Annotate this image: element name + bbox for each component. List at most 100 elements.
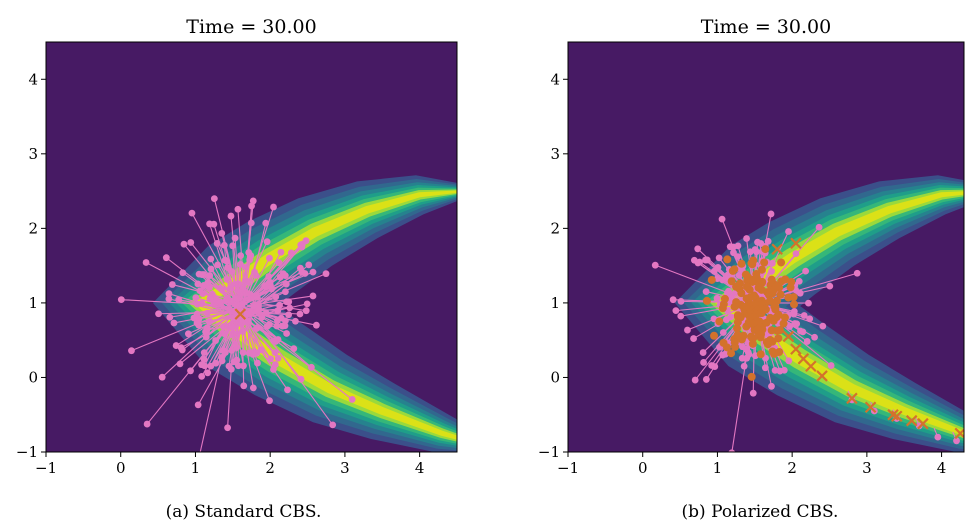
particle: [708, 362, 716, 369]
particle: [238, 327, 246, 335]
consensus-marker: [782, 330, 795, 343]
particle: [853, 269, 861, 277]
particle: [274, 336, 282, 343]
particle: [206, 272, 214, 279]
consensus-marker: [917, 417, 929, 430]
particle: [819, 322, 827, 330]
particle-arrow: [179, 318, 236, 365]
y-tick-label: 2: [550, 219, 560, 237]
particle: [805, 299, 812, 307]
particles: [117, 195, 356, 452]
consensus-cluster-point: [777, 258, 786, 267]
particle: [228, 346, 236, 354]
figure-caption: (b) Polarized CBS.: [682, 502, 839, 522]
figure-caption: (a) Standard CBS.: [166, 502, 322, 522]
particle: [254, 359, 261, 367]
contour-level-4: [176, 185, 457, 446]
consensus-cluster-point: [762, 338, 771, 347]
particle: [669, 296, 677, 304]
particle: [677, 312, 685, 320]
consensus-cluster-point: [772, 326, 781, 335]
particle: [753, 248, 760, 256]
particle: [262, 219, 270, 227]
particle: [297, 375, 305, 383]
particle: [176, 360, 184, 368]
particle: [285, 311, 293, 319]
particle: [266, 254, 273, 262]
particle-arrow: [240, 252, 250, 302]
particle: [702, 256, 709, 264]
particle: [672, 307, 680, 315]
particle-arrow: [247, 222, 267, 300]
particle-arrow: [655, 264, 731, 294]
particle: [229, 324, 237, 331]
particle-arrow: [680, 305, 737, 317]
particle: [786, 323, 794, 330]
consensus-cluster-point: [787, 278, 796, 287]
consensus-cluster-point: [743, 282, 752, 291]
particle: [233, 344, 241, 351]
consensus-cluster-point: [760, 258, 769, 267]
particle: [305, 261, 313, 269]
particle: [227, 365, 235, 373]
particle-arrow: [250, 310, 278, 327]
particle: [223, 257, 231, 265]
particles: [651, 210, 960, 452]
particle: [220, 241, 228, 249]
contour-level-3: [691, 182, 964, 447]
consensus-cluster-point: [747, 372, 756, 381]
particle: [768, 259, 776, 267]
consensus-cluster-point: [733, 331, 742, 340]
particle: [803, 338, 811, 345]
particle: [702, 376, 710, 383]
particle: [746, 248, 754, 256]
particle: [764, 237, 772, 245]
particle: [158, 373, 166, 381]
particle: [263, 322, 271, 330]
particle: [785, 357, 793, 365]
consensus-cluster-point: [719, 338, 728, 347]
x-tick-label: 0: [638, 459, 648, 477]
particle: [179, 269, 187, 277]
y-tick-label: −1: [16, 443, 38, 461]
particle-arrow: [226, 261, 237, 307]
consensus-cluster-point: [733, 324, 742, 333]
particle: [283, 298, 290, 306]
particle-arrow: [240, 310, 262, 318]
particle: [276, 273, 284, 281]
particle-arrow: [245, 313, 279, 340]
particle: [234, 362, 242, 370]
consensus-cluster-point: [737, 289, 746, 298]
particle: [827, 362, 835, 369]
particle: [728, 449, 736, 452]
particle: [277, 248, 285, 256]
particle-arrow: [244, 311, 287, 335]
particle: [240, 382, 248, 390]
panel-b: −1−1 0 0 1 1 2 2 3 3 4 4 Time = 30.00 (b) Polarized …: [538, 16, 965, 522]
particle: [768, 382, 775, 390]
x-tick-label: 2: [265, 459, 275, 477]
consensus-cluster-point: [727, 277, 736, 286]
particle: [218, 357, 226, 365]
particle-arrow: [253, 301, 307, 312]
particle-arrow: [245, 273, 327, 309]
particle: [694, 259, 702, 267]
particle: [767, 210, 775, 218]
particle: [270, 203, 277, 211]
particle: [738, 354, 746, 362]
particle: [226, 284, 234, 292]
particle: [231, 280, 239, 288]
particle: [195, 321, 203, 329]
particle-arrow: [203, 284, 230, 311]
consensus-cluster-point: [720, 294, 729, 303]
particle: [271, 349, 279, 357]
particle: [953, 437, 960, 445]
particle: [214, 261, 222, 269]
particle: [206, 295, 214, 303]
particle: [207, 265, 215, 273]
consensus-cluster-point: [790, 300, 799, 309]
y-tick-label: 1: [550, 294, 560, 312]
consensus-cluster-point: [789, 293, 798, 302]
particle-arrow: [246, 320, 272, 360]
particle: [187, 239, 195, 246]
